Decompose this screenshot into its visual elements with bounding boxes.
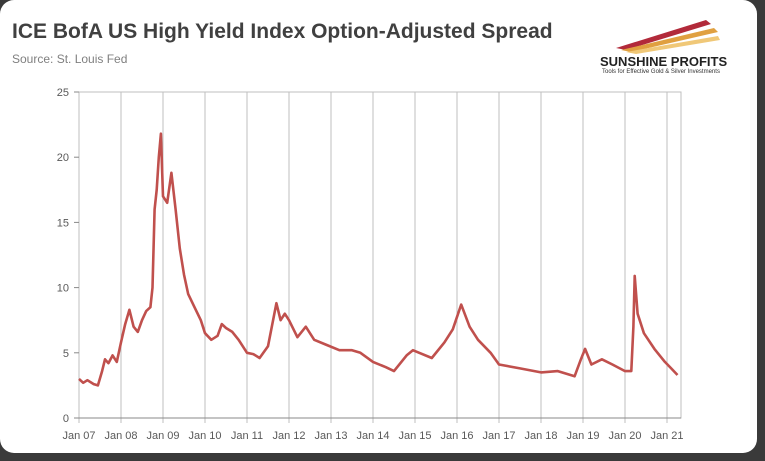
- y-tick-label: 20: [57, 152, 69, 164]
- logo-swoosh-icon: [616, 20, 720, 54]
- series-line-oas: [78, 132, 679, 387]
- x-tick-label: Jan 11: [231, 430, 263, 442]
- x-tick-label: Jan 18: [524, 430, 557, 442]
- y-tick-label: 0: [63, 413, 69, 425]
- line-chart: Jan 07 Jan 08 Jan 09 Jan 10 Jan 11 Jan 12 Jan …: [57, 87, 684, 442]
- logo-brand: SUNSHINE PROFITS: [600, 54, 728, 69]
- y-tick-label: 5: [63, 348, 69, 360]
- logo-tagline: Tools for Effective Gold & Silver Invest…: [602, 69, 720, 75]
- sunshine-profits-logo: SUNSHINE PROFITS Tools for Effective Gol…: [596, 14, 756, 76]
- y-tick-label: 10: [57, 283, 69, 295]
- x-tick-label: Jan 20: [608, 430, 641, 442]
- y-tick-label: 25: [57, 87, 69, 99]
- x-tick-label: Jan 14: [356, 430, 389, 442]
- x-tick-label: Jan 21: [650, 430, 683, 442]
- x-tick-label: Jan 07: [62, 430, 95, 442]
- chart-title: ICE BofA US High Yield Index Option-Adju…: [12, 20, 553, 43]
- y-tick-label: 15: [57, 217, 69, 229]
- x-tick-label: Jan 13: [314, 430, 347, 442]
- chart-card: ICE BofA US High Yield Index Option-Adju…: [0, 0, 757, 453]
- x-tick-label: Jan 16: [440, 430, 473, 442]
- x-tick-label: Jan 12: [272, 430, 305, 442]
- x-tick-label: Jan 10: [188, 430, 221, 442]
- x-tick-label: Jan 15: [398, 430, 431, 442]
- x-tick-label: Jan 09: [146, 430, 179, 442]
- x-tick-label: Jan 17: [482, 430, 515, 442]
- chart-subtitle: Source: St. Louis Fed: [12, 52, 128, 66]
- x-tick-label: Jan 08: [104, 430, 137, 442]
- plot-area: [78, 91, 682, 419]
- x-tick-label: Jan 19: [566, 430, 599, 442]
